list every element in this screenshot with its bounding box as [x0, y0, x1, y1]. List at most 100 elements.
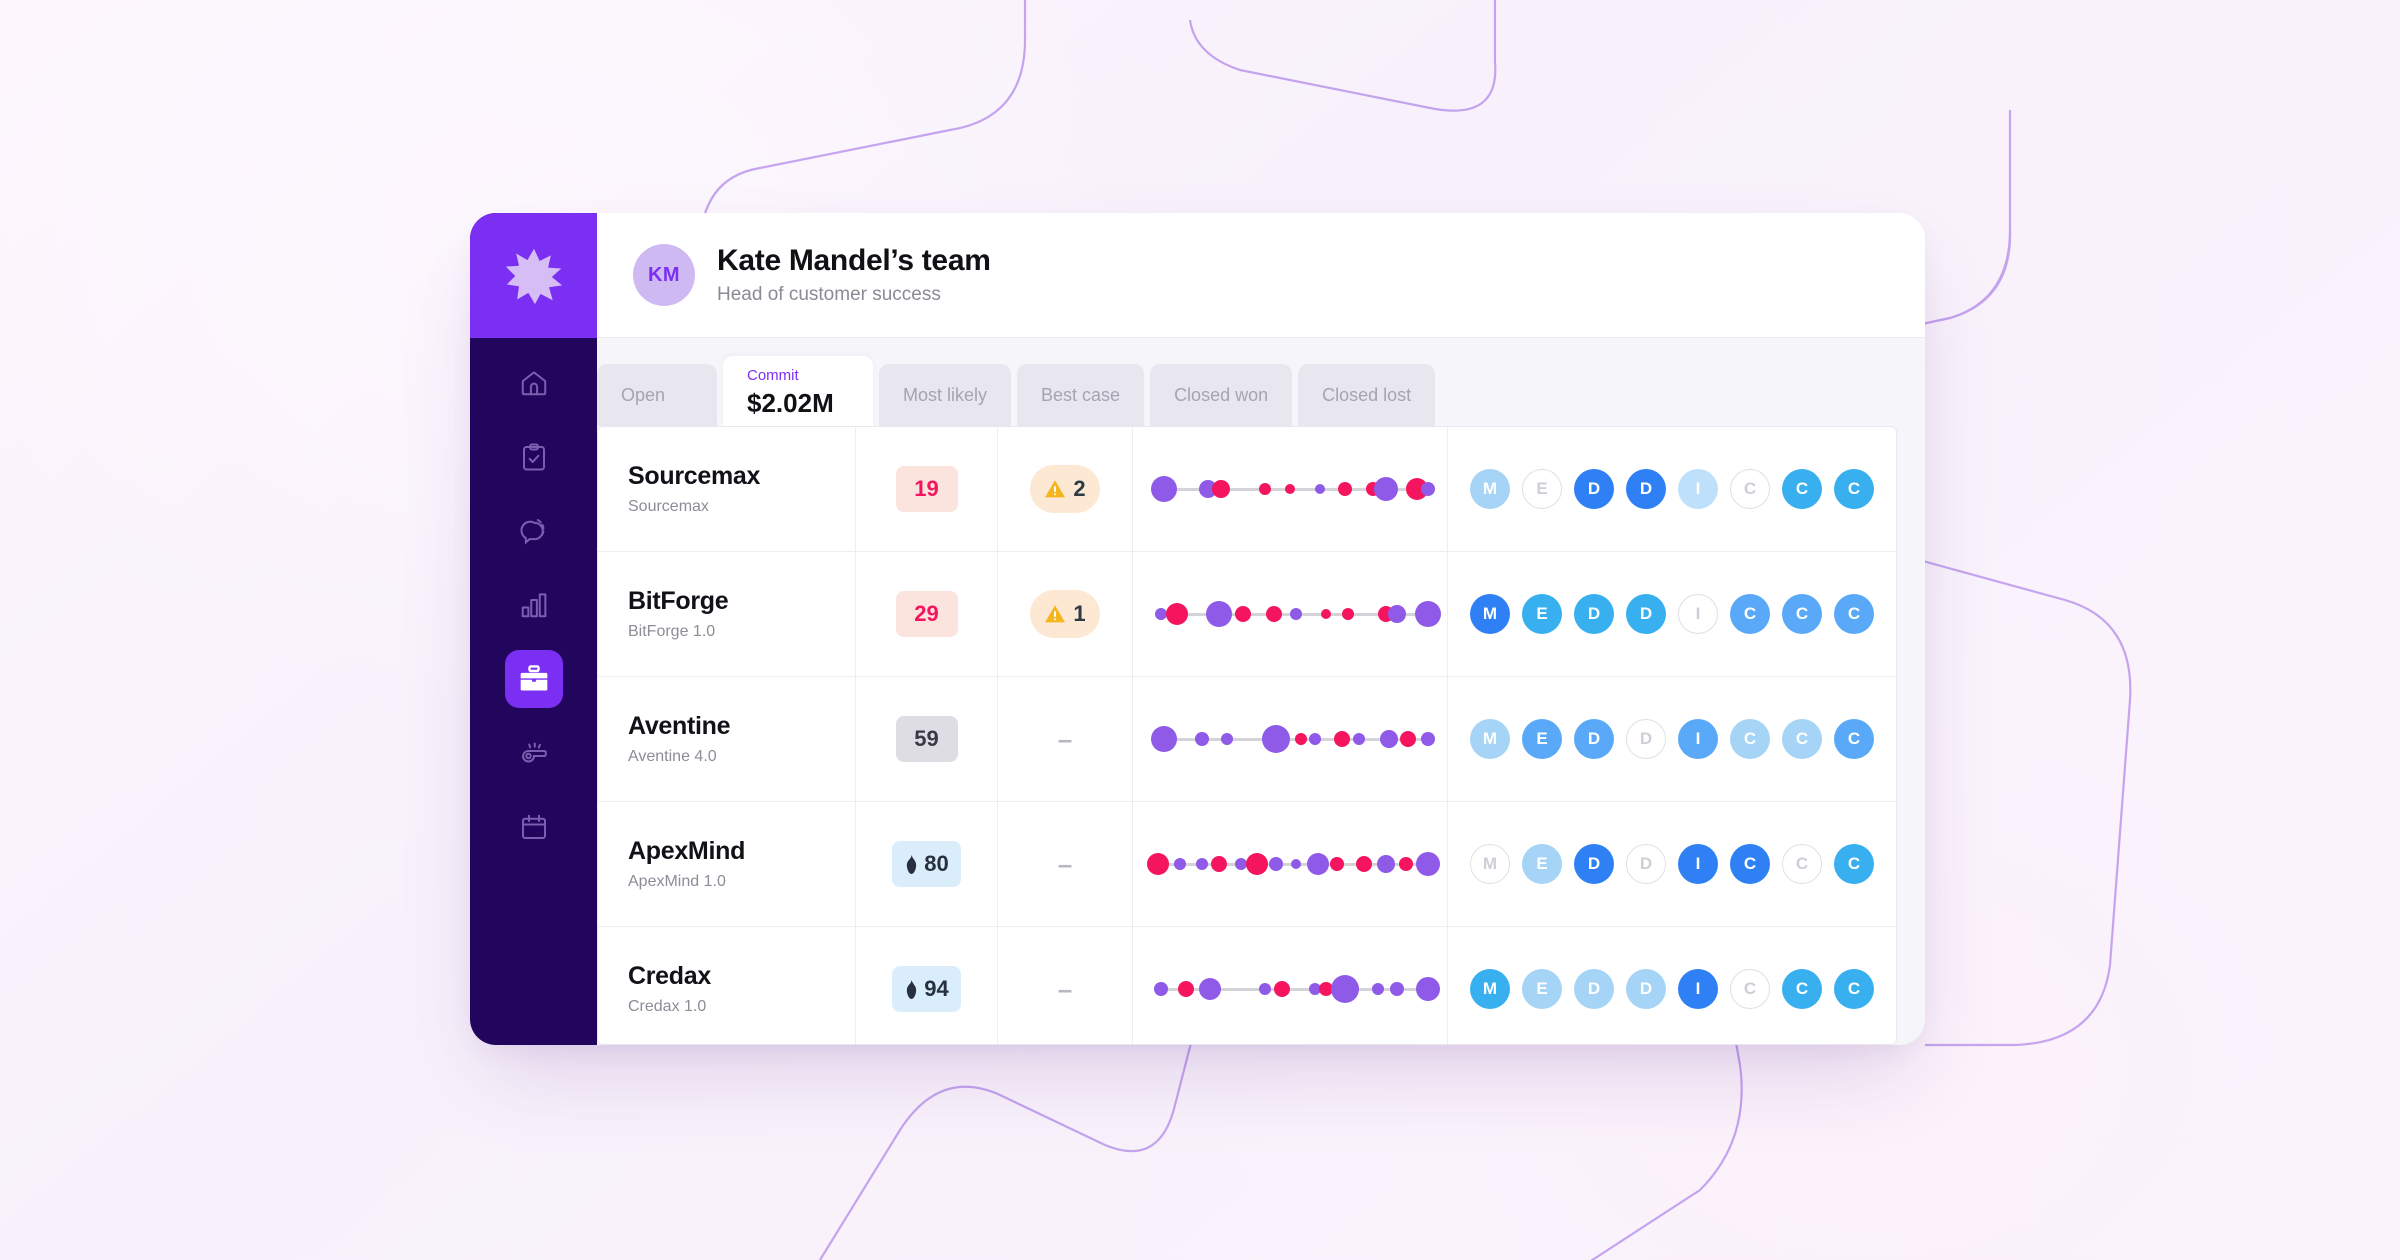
- timeline-dot[interactable]: [1259, 483, 1272, 495]
- timeline-dot[interactable]: [1153, 982, 1168, 996]
- tab-commit[interactable]: Commit $2.02M: [723, 356, 873, 426]
- meddic-badge-e[interactable]: E: [1522, 844, 1562, 884]
- timeline-dot[interactable]: [1331, 975, 1359, 1003]
- meddic-badge-c[interactable]: C: [1782, 594, 1822, 634]
- timeline-dot[interactable]: [1289, 608, 1302, 620]
- timeline-dot[interactable]: [1415, 852, 1440, 876]
- table-row[interactable]: Credax Credax 1.0 94– M E D D I C C C: [598, 927, 1896, 1044]
- timeline-dot[interactable]: [1420, 732, 1435, 746]
- timeline-dot[interactable]: [1420, 482, 1435, 496]
- sidebar-item-tasks[interactable]: [505, 428, 563, 486]
- sidebar-item-home[interactable]: [505, 354, 563, 412]
- timeline-dot[interactable]: [1306, 853, 1329, 875]
- sidebar-item-coaching[interactable]: [505, 724, 563, 782]
- timeline-dot[interactable]: [1290, 859, 1301, 869]
- meddic-badge-c[interactable]: C: [1730, 719, 1770, 759]
- meddic-badge-c[interactable]: C: [1782, 719, 1822, 759]
- timeline-dot[interactable]: [1177, 981, 1194, 997]
- app-logo[interactable]: [470, 213, 597, 338]
- timeline-dot[interactable]: [1262, 725, 1291, 753]
- timeline-dot[interactable]: [1377, 855, 1396, 873]
- tab-best-case[interactable]: Best case: [1017, 364, 1145, 426]
- timeline-dot[interactable]: [1147, 853, 1169, 875]
- meddic-badge-d[interactable]: D: [1574, 594, 1614, 634]
- meddic-badge-m[interactable]: M: [1470, 469, 1510, 509]
- meddic-badge-m[interactable]: M: [1470, 594, 1510, 634]
- meddic-badge-e[interactable]: E: [1522, 719, 1562, 759]
- meddic-badge-c[interactable]: C: [1730, 469, 1770, 509]
- timeline-dot[interactable]: [1380, 730, 1398, 748]
- timeline-dot[interactable]: [1308, 983, 1321, 995]
- table-row[interactable]: Sourcemax Sourcemax 19 2 M E D D I C C C: [598, 427, 1896, 552]
- timeline-dot[interactable]: [1166, 603, 1189, 625]
- tab-open[interactable]: Open: [597, 364, 717, 426]
- timeline-dot[interactable]: [1338, 482, 1352, 496]
- timeline-dot[interactable]: [1308, 733, 1321, 745]
- timeline-dot[interactable]: [1320, 609, 1331, 619]
- timeline-dot[interactable]: [1400, 731, 1417, 747]
- timeline-dot[interactable]: [1198, 480, 1217, 498]
- meddic-badge-c[interactable]: C: [1782, 844, 1822, 884]
- timeline-dot[interactable]: [1374, 477, 1399, 501]
- tab-closed-lost[interactable]: Closed lost: [1298, 364, 1436, 426]
- sidebar-item-calendar[interactable]: [505, 798, 563, 856]
- table-row[interactable]: ApexMind ApexMind 1.0 80– M E D D I C C C: [598, 802, 1896, 927]
- timeline-dot[interactable]: [1315, 484, 1326, 494]
- meddic-badge-e[interactable]: E: [1522, 969, 1562, 1009]
- meddic-badge-m[interactable]: M: [1470, 844, 1510, 884]
- meddic-badge-c[interactable]: C: [1730, 844, 1770, 884]
- meddic-badge-d[interactable]: D: [1574, 844, 1614, 884]
- meddic-badge-d[interactable]: D: [1574, 969, 1614, 1009]
- meddic-badge-d[interactable]: D: [1574, 719, 1614, 759]
- timeline-dot[interactable]: [1235, 606, 1252, 622]
- timeline-dot[interactable]: [1150, 726, 1177, 752]
- timeline-dot[interactable]: [1196, 858, 1208, 870]
- timeline-dot[interactable]: [1265, 606, 1282, 622]
- meddic-badge-c[interactable]: C: [1782, 969, 1822, 1009]
- meddic-badge-i[interactable]: I: [1678, 469, 1718, 509]
- meddic-badge-d[interactable]: D: [1574, 469, 1614, 509]
- timeline-dot[interactable]: [1285, 484, 1295, 494]
- meddic-badge-d[interactable]: D: [1626, 469, 1666, 509]
- meddic-badge-i[interactable]: I: [1678, 594, 1718, 634]
- timeline-dot[interactable]: [1154, 608, 1167, 620]
- meddic-badge-e[interactable]: E: [1522, 594, 1562, 634]
- meddic-badge-c[interactable]: C: [1834, 969, 1874, 1009]
- timeline-dot[interactable]: [1246, 853, 1268, 875]
- timeline-dot[interactable]: [1390, 982, 1405, 996]
- sidebar-item-analytics[interactable]: [505, 576, 563, 634]
- timeline-dot[interactable]: [1334, 731, 1351, 747]
- timeline-dot[interactable]: [1195, 732, 1209, 746]
- meddic-badge-m[interactable]: M: [1470, 719, 1510, 759]
- meddic-badge-i[interactable]: I: [1678, 719, 1718, 759]
- meddic-badge-d[interactable]: D: [1626, 969, 1666, 1009]
- timeline-dot[interactable]: [1212, 480, 1231, 498]
- meddic-badge-c[interactable]: C: [1730, 969, 1770, 1009]
- timeline-dot[interactable]: [1415, 977, 1440, 1001]
- meddic-badge-c[interactable]: C: [1834, 469, 1874, 509]
- timeline-dot[interactable]: [1414, 601, 1441, 627]
- timeline-dot[interactable]: [1220, 733, 1233, 745]
- timeline-dot[interactable]: [1205, 601, 1232, 627]
- timeline-dot[interactable]: [1341, 608, 1354, 620]
- sidebar-item-deals[interactable]: [504, 650, 563, 708]
- timeline-dot[interactable]: [1295, 733, 1307, 745]
- timeline-dot[interactable]: [1329, 857, 1344, 871]
- meddic-badge-c[interactable]: C: [1782, 469, 1822, 509]
- meddic-badge-i[interactable]: I: [1678, 844, 1718, 884]
- meddic-badge-m[interactable]: M: [1470, 969, 1510, 1009]
- timeline-dot[interactable]: [1352, 733, 1365, 745]
- meddic-badge-d[interactable]: D: [1626, 719, 1666, 759]
- timeline-dot[interactable]: [1199, 978, 1222, 1000]
- sidebar-item-conversations[interactable]: [505, 502, 563, 560]
- timeline-dot[interactable]: [1388, 605, 1407, 623]
- table-row[interactable]: BitForge BitForge 1.0 29 1 M E D D I C C C: [598, 552, 1896, 677]
- tab-most-likely[interactable]: Most likely: [879, 364, 1012, 426]
- timeline-dot[interactable]: [1210, 856, 1227, 872]
- timeline-dot[interactable]: [1372, 983, 1384, 995]
- meddic-badge-c[interactable]: C: [1834, 844, 1874, 884]
- meddic-badge-d[interactable]: D: [1626, 844, 1666, 884]
- timeline-dot[interactable]: [1318, 982, 1333, 996]
- meddic-badge-i[interactable]: I: [1678, 969, 1718, 1009]
- timeline-dot[interactable]: [1356, 856, 1373, 872]
